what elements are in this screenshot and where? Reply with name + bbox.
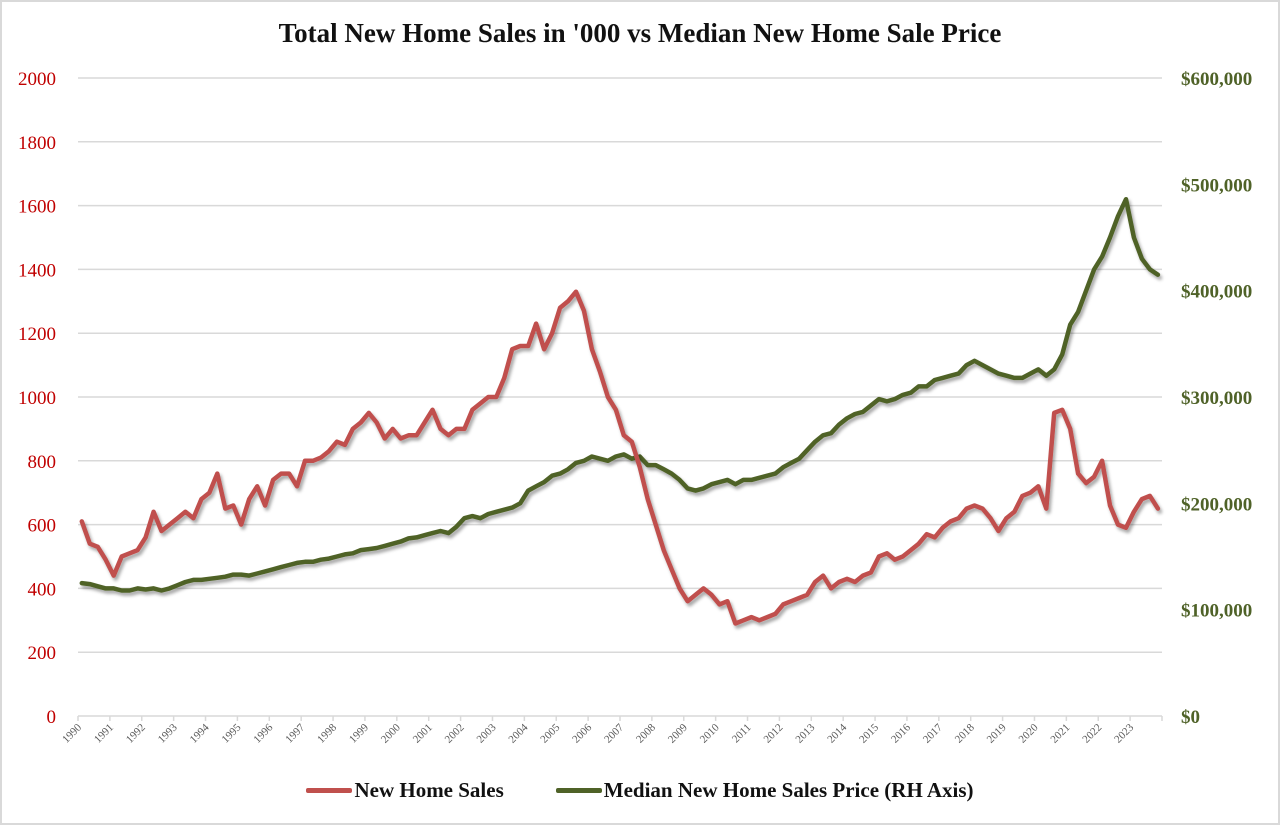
x-tick-label: 1991	[92, 722, 116, 746]
x-tick-label: 2014	[825, 721, 849, 745]
x-tick-label: 1998	[315, 721, 339, 745]
x-tick-label: 2007	[602, 721, 626, 745]
x-tick-label: 2001	[411, 722, 435, 746]
y-tick-label-left: 1800	[18, 133, 56, 154]
y-tick-label-right: $100,000	[1181, 601, 1252, 622]
y-tick-label-left: 800	[28, 452, 57, 473]
x-tick-label: 2020	[1017, 721, 1041, 745]
x-tick-label: 2019	[985, 721, 1009, 745]
chart-title: Total New Home Sales in '000 vs Median N…	[278, 18, 1002, 48]
series-line-new-home-sales	[79, 289, 1161, 626]
x-tick-label: 1999	[347, 721, 371, 745]
gridlines	[78, 77, 1162, 717]
y-axis-left: 0 200 400 600 800 1000 1200 1400 1600 1800 2000	[18, 69, 56, 728]
y-tick-label-right: $300,000	[1181, 388, 1252, 409]
x-tick-label: 1997	[283, 721, 307, 745]
x-tick-label: 2017	[921, 721, 945, 745]
legend-item-new-home-sales[interactable]: New Home Sales	[306, 778, 504, 803]
x-tick-label: 2006	[570, 721, 594, 745]
x-tick-label: 2015	[857, 721, 881, 745]
x-tick-label: 1992	[124, 722, 148, 746]
x-tick-label: 2018	[953, 721, 977, 745]
x-tick-label: 2000	[379, 721, 403, 745]
x-tick-label: 2002	[443, 722, 467, 746]
y-tick-label-right: $600,000	[1181, 69, 1252, 90]
x-tick-label: 2013	[793, 721, 817, 745]
legend-label-new-home-sales: New Home Sales	[354, 778, 504, 802]
y-tick-label-left: 2000	[18, 69, 56, 90]
legend-item-median-price[interactable]: Median New Home Sales Price (RH Axis)	[555, 778, 974, 803]
x-tick-label: 2016	[889, 721, 913, 745]
y-tick-label-right: $400,000	[1181, 282, 1252, 303]
x-tick-label: 2004	[506, 721, 530, 745]
x-tick-label: 2009	[666, 721, 690, 745]
x-tick-label: 2010	[698, 721, 722, 745]
x-tick-label: 1990	[60, 721, 84, 745]
x-tick-label: 1996	[251, 721, 275, 745]
y-tick-label-left: 1600	[18, 197, 56, 218]
y-tick-label-left: 1000	[18, 388, 56, 409]
series-group	[79, 196, 1161, 626]
y-tick-label-left: 1400	[18, 260, 56, 281]
y-tick-label-left: 600	[28, 516, 57, 537]
x-tick-label: 2012	[761, 722, 785, 746]
y-tick-label-right: $0	[1181, 707, 1200, 728]
x-tick-label: 2003	[475, 721, 499, 745]
x-tick-label: 2008	[634, 721, 658, 745]
x-tick-label: 2021	[1048, 722, 1072, 746]
legend-label-median-price: Median New Home Sales Price (RH Axis)	[603, 778, 974, 802]
x-tick-label: 2023	[1112, 721, 1136, 745]
x-tick-label: 2011	[730, 722, 754, 746]
y-tick-label-right: $500,000	[1181, 175, 1252, 196]
x-tick-label: 1993	[156, 721, 180, 745]
x-tick-label: 1995	[219, 721, 243, 745]
y-tick-label-left: 200	[28, 643, 57, 664]
legend-swatch-new-home-sales	[306, 788, 353, 793]
y-tick-label-left: 0	[47, 707, 57, 728]
legend: New Home Sales Median New Home Sales Pri…	[0, 778, 1280, 803]
x-tick-label: 2005	[538, 721, 562, 745]
legend-swatch-median-price	[555, 788, 602, 793]
series-line-median-price	[79, 196, 1161, 593]
y-axis-right: $0 $100,000 $200,000 $300,000 $400,000 $500,0…	[1181, 69, 1252, 728]
x-tick-label: 1994	[188, 721, 212, 745]
x-axis: 1990 1991 1992 1993 1994 1995 1996 1997 1998 1999…	[60, 716, 1163, 746]
y-tick-label-left: 1200	[18, 324, 56, 345]
y-tick-label-right: $200,000	[1181, 494, 1252, 515]
x-tick-label: 2022	[1080, 722, 1104, 746]
y-tick-label-left: 400	[28, 579, 57, 600]
